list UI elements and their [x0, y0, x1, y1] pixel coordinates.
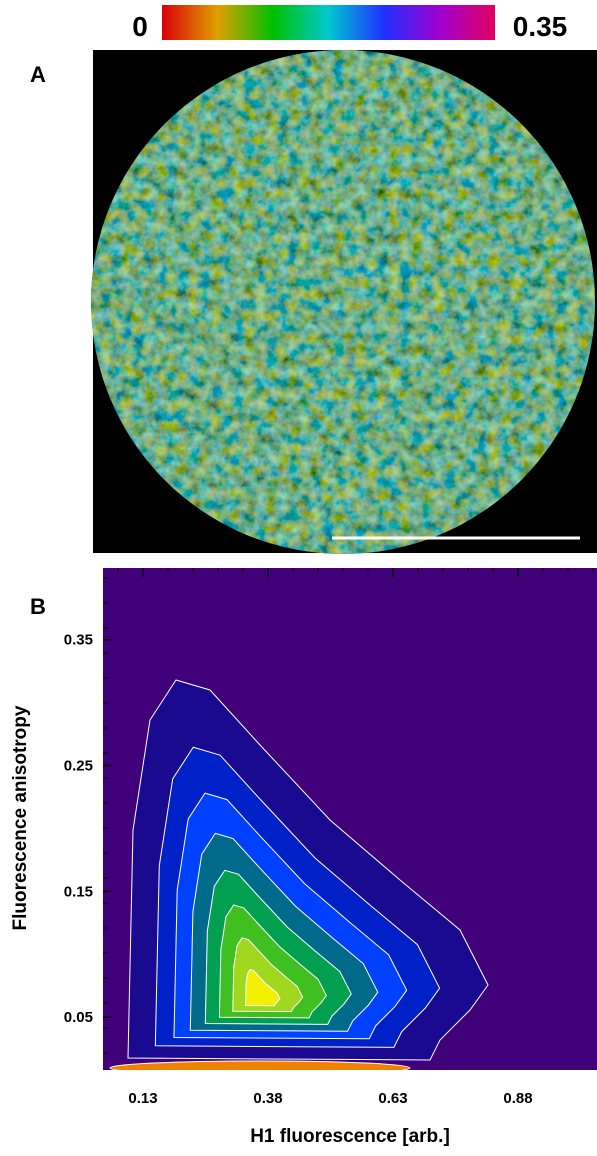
panel-label: B	[30, 594, 46, 619]
x-axis-label: H1 fluorescence [arb.]	[250, 1126, 450, 1147]
x-tick-label: 0.63	[378, 1090, 407, 1107]
y-tick-label: 0.15	[64, 883, 93, 900]
x-tick-label: 0.13	[128, 1090, 157, 1107]
contour-band	[109, 1060, 411, 1070]
y-tick-label: 0.05	[64, 1009, 93, 1026]
image-disc	[91, 50, 595, 554]
y-tick-label: 0.25	[64, 758, 93, 775]
colorbar-max: 0.35	[513, 11, 568, 42]
axes: 0.13 0.38 0.63 0.88 0.05 0.15 0.25 0.35	[64, 568, 594, 1107]
x-tick-label: 0.88	[503, 1090, 532, 1107]
x-tick-label: 0.38	[253, 1090, 282, 1107]
y-axis-label: Fluorescence anisotropy	[10, 705, 31, 930]
contour-region	[245, 968, 281, 1007]
panel-label: A	[30, 62, 46, 87]
y-tick-label: 0.35	[64, 632, 93, 649]
colorbar-min: 0	[132, 11, 148, 42]
colorbar	[162, 5, 495, 40]
contour-plot	[103, 568, 597, 1070]
